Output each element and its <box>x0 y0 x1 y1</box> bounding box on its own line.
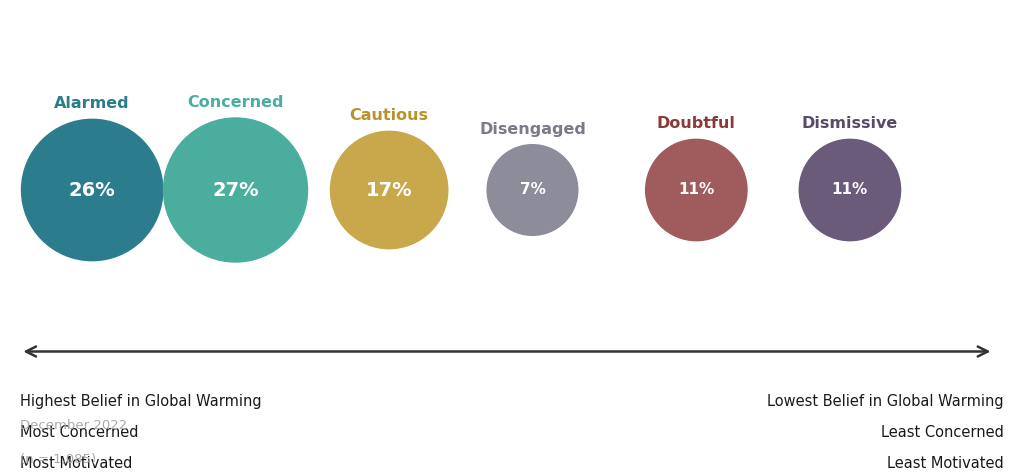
Text: Most Concerned: Most Concerned <box>20 425 139 440</box>
Text: Doubtful: Doubtful <box>656 116 736 131</box>
Circle shape <box>331 131 447 249</box>
Text: (n = 1,085): (n = 1,085) <box>20 453 96 465</box>
Text: Dismissive: Dismissive <box>802 116 898 131</box>
Text: Alarmed: Alarmed <box>54 96 130 111</box>
Circle shape <box>646 139 746 241</box>
Text: Lowest Belief in Global Warming: Lowest Belief in Global Warming <box>767 394 1004 409</box>
Text: December 2022: December 2022 <box>20 419 128 432</box>
Circle shape <box>487 145 578 235</box>
Text: Highest Belief in Global Warming: Highest Belief in Global Warming <box>20 394 262 409</box>
Text: Disengaged: Disengaged <box>479 122 586 137</box>
Text: Concerned: Concerned <box>187 95 284 110</box>
Text: 27%: 27% <box>212 180 259 200</box>
Text: Most Motivated: Most Motivated <box>20 456 133 471</box>
Text: Cautious: Cautious <box>349 108 429 124</box>
Text: 7%: 7% <box>519 182 546 198</box>
Circle shape <box>22 119 163 261</box>
Circle shape <box>164 118 307 262</box>
Text: 11%: 11% <box>678 182 715 198</box>
Text: 17%: 17% <box>366 180 413 200</box>
Text: 26%: 26% <box>69 180 116 200</box>
Circle shape <box>800 139 900 241</box>
Text: Least Motivated: Least Motivated <box>887 456 1004 471</box>
Text: 11%: 11% <box>831 182 868 198</box>
Text: Least Concerned: Least Concerned <box>881 425 1004 440</box>
